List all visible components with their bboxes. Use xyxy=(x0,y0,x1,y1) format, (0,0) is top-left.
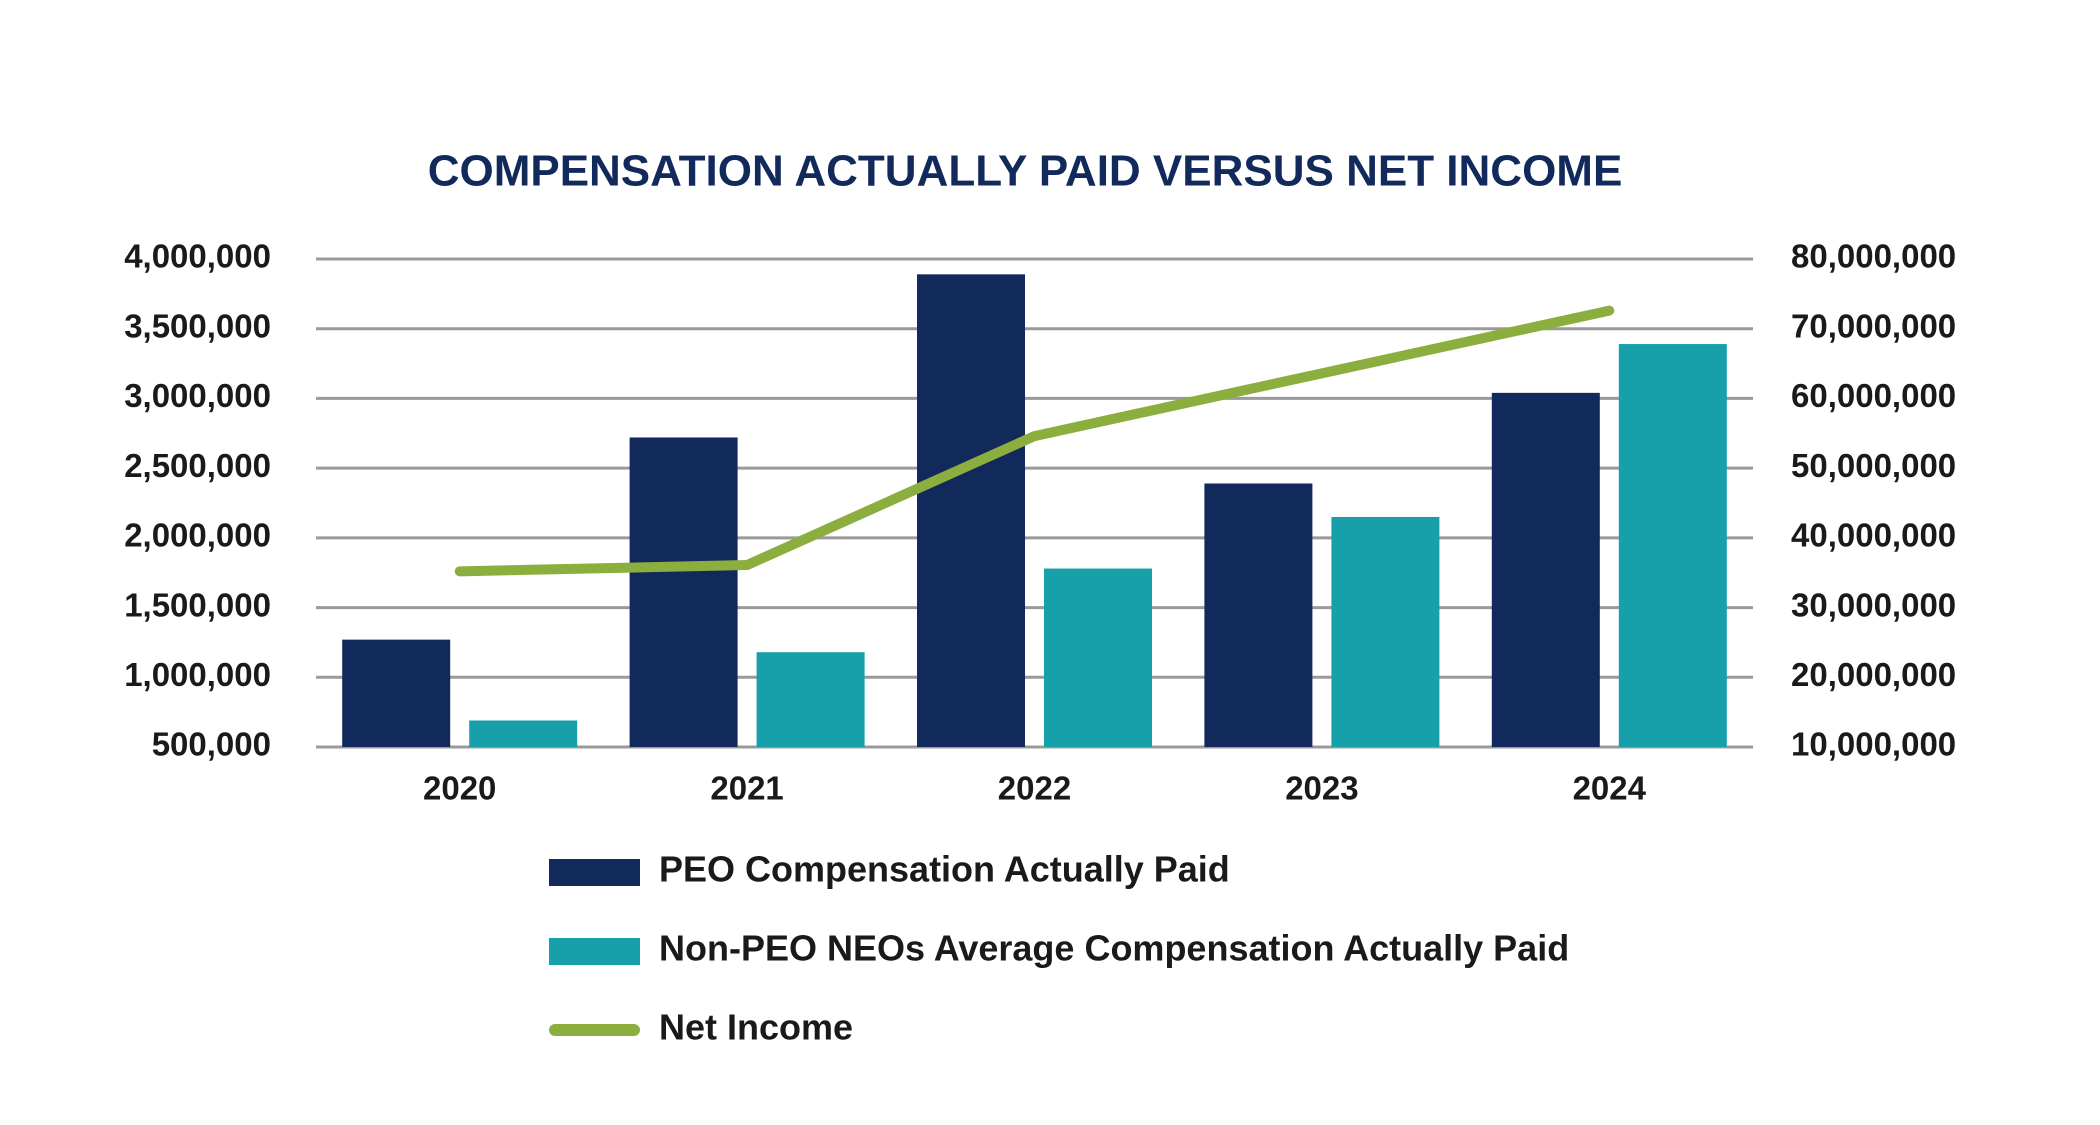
x-tick-label: 2020 xyxy=(423,770,496,807)
bar xyxy=(629,437,738,747)
x-tick-label: 2023 xyxy=(1285,770,1358,807)
bar xyxy=(1491,392,1600,747)
y2-tick-label: 50,000,000 xyxy=(1791,447,1956,484)
y-tick-label: 1,500,000 xyxy=(124,586,271,623)
y-tick-label: 2,000,000 xyxy=(124,517,271,554)
y2-tick-label: 60,000,000 xyxy=(1791,377,1956,414)
bar xyxy=(469,720,578,747)
y2-tick-label: 70,000,000 xyxy=(1791,307,1956,344)
legend-swatch xyxy=(549,938,640,965)
x-tick-label: 2022 xyxy=(998,770,1071,807)
x-tick-label: 2024 xyxy=(1573,770,1647,807)
y-tick-label: 500,000 xyxy=(152,726,271,763)
bar xyxy=(1204,483,1313,747)
legend-swatch xyxy=(549,859,640,886)
bar xyxy=(1618,344,1727,747)
bar xyxy=(1044,568,1152,747)
y-tick-label: 3,500,000 xyxy=(124,307,271,344)
y2-tick-label: 80,000,000 xyxy=(1791,238,1956,275)
bar xyxy=(917,274,1025,747)
bar xyxy=(756,652,865,747)
y-tick-label: 3,000,000 xyxy=(124,377,271,414)
y-tick-label: 4,000,000 xyxy=(124,238,271,275)
y2-tick-label: 30,000,000 xyxy=(1791,586,1956,623)
y2-tick-label: 20,000,000 xyxy=(1791,656,1956,693)
y-tick-label: 1,000,000 xyxy=(124,656,271,693)
chart-title: COMPENSATION ACTUALLY PAID VERSUS NET IN… xyxy=(428,147,1623,196)
bar xyxy=(342,639,451,747)
y-tick-label: 2,500,000 xyxy=(124,447,271,484)
bar xyxy=(1331,516,1440,747)
y2-tick-label: 40,000,000 xyxy=(1791,517,1956,554)
legend-label: Non-PEO NEOs Average Compensation Actual… xyxy=(659,928,1569,969)
x-tick-label: 2021 xyxy=(710,770,783,807)
legend-label: PEO Compensation Actually Paid xyxy=(659,849,1230,890)
legend-label: Net Income xyxy=(659,1007,853,1048)
y2-tick-label: 10,000,000 xyxy=(1791,726,1956,763)
line-series xyxy=(454,305,1615,577)
